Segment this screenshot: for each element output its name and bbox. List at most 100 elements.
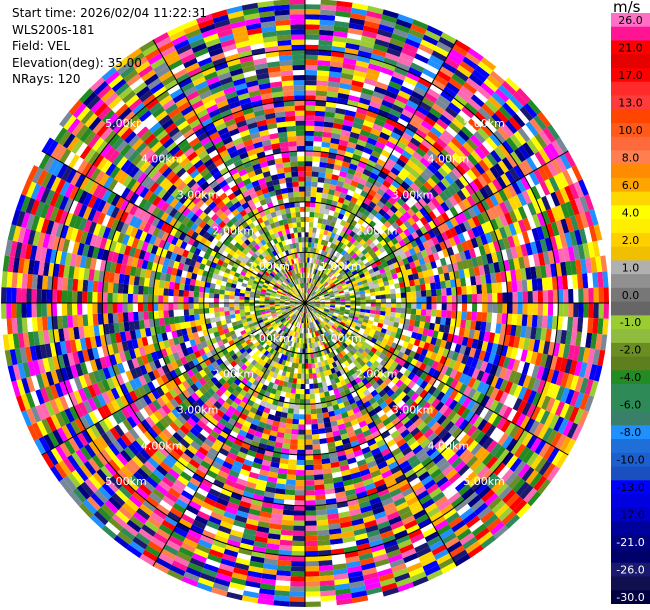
range-gate-cell — [396, 197, 406, 207]
range-gate-cell — [554, 189, 566, 205]
range-gate-cell — [483, 78, 499, 93]
range-gate-cell — [449, 368, 458, 379]
range-gate-cell — [332, 355, 338, 362]
range-gate-cell — [418, 398, 428, 409]
range-gate-cell — [300, 338, 304, 344]
range-gate-cell — [384, 397, 394, 406]
range-gate-cell — [480, 395, 491, 407]
range-gate-cell — [305, 318, 308, 324]
range-gate-cell — [517, 162, 529, 177]
range-gate-cell — [475, 359, 484, 371]
range-gate-cell — [292, 545, 305, 552]
range-gate-cell — [305, 475, 315, 481]
range-gate-cell — [343, 354, 350, 361]
range-gate-cell — [391, 376, 400, 385]
range-gate-cell — [328, 280, 334, 286]
range-gate-cell — [501, 451, 514, 466]
range-gate-cell — [330, 267, 336, 273]
range-gate-cell — [305, 404, 311, 410]
range-gate-cell — [456, 294, 463, 303]
range-gate-cell — [323, 282, 329, 288]
range-gate-cell — [305, 586, 321, 592]
range-gate-cell — [329, 538, 343, 545]
range-gate-cell — [524, 418, 536, 433]
range-gate-cell — [360, 324, 367, 330]
range-gate-cell — [537, 111, 551, 128]
range-gate-cell — [456, 189, 467, 201]
range-gate-cell — [566, 167, 579, 184]
range-gate-cell — [326, 96, 338, 103]
range-gate-cell — [307, 277, 309, 283]
range-gate-cell — [305, 39, 319, 45]
range-gate-cell — [313, 258, 317, 264]
range-gate-cell — [308, 262, 312, 268]
range-gate-cell — [356, 415, 365, 424]
range-gate-cell — [307, 283, 310, 289]
range-gate-cell — [419, 389, 428, 399]
range-gate-cell — [317, 259, 322, 266]
range-gate-cell — [317, 311, 322, 315]
range-gate-cell — [343, 348, 350, 355]
range-gate-cell — [385, 188, 395, 197]
range-gate-cell — [341, 273, 348, 279]
range-gate-cell — [387, 426, 398, 435]
range-gate-cell — [573, 181, 585, 198]
range-gate-cell — [489, 521, 505, 536]
range-gate-cell — [315, 325, 319, 331]
range-gate-cell — [473, 131, 486, 144]
range-gate-cell — [552, 303, 559, 317]
range-gate-cell — [393, 434, 404, 444]
range-gate-cell — [383, 220, 392, 229]
range-gate-cell — [305, 576, 320, 582]
range-gate-cell — [311, 176, 319, 183]
range-gate-cell — [351, 80, 364, 88]
range-gate-cell — [369, 496, 382, 506]
range-gate-cell — [520, 176, 531, 191]
range-gate-cell — [399, 482, 412, 493]
range-gate-cell — [305, 201, 311, 207]
range-gate-cell — [496, 282, 503, 293]
range-gate-cell — [327, 157, 336, 165]
range-gate-cell — [386, 325, 394, 332]
range-gate-cell — [313, 294, 318, 298]
range-gate-cell — [538, 148, 551, 164]
range-gate-cell — [321, 288, 327, 292]
range-gate-cell — [298, 419, 305, 425]
range-gate-cell — [470, 94, 485, 108]
range-gate-cell — [454, 524, 469, 537]
range-gate-cell — [290, 571, 305, 577]
range-gate-cell — [307, 257, 310, 263]
range-gate-cell — [578, 179, 589, 196]
range-gate-cell — [362, 282, 369, 288]
range-gate-cell — [365, 296, 371, 300]
range-gate-cell — [323, 229, 329, 236]
range-gate-cell — [565, 261, 573, 276]
range-gate-cell — [393, 451, 405, 461]
range-gate-cell — [278, 554, 292, 561]
range-gate-cell — [367, 63, 382, 72]
range-gate-cell — [379, 268, 386, 274]
range-gate-cell — [568, 303, 574, 318]
range-gate-cell — [378, 572, 395, 582]
range-gate-cell — [506, 281, 513, 293]
range-gate-cell — [313, 131, 323, 137]
range-gate-cell — [436, 476, 449, 488]
range-gate-cell — [305, 166, 313, 172]
range-gate-cell — [308, 267, 311, 273]
range-gate-cell — [579, 195, 590, 213]
range-gate-cell — [307, 343, 310, 349]
range-gate-cell — [501, 140, 514, 155]
range-gate-cell — [372, 321, 379, 327]
range-gate-cell — [458, 269, 466, 279]
range-gate-cell — [318, 317, 323, 322]
range-gate-cell — [403, 377, 412, 386]
range-gate-cell — [458, 373, 467, 384]
range-gate-cell — [319, 580, 335, 587]
range-gate-cell — [337, 276, 344, 281]
range-gate-cell — [409, 261, 416, 269]
range-gate-cell — [305, 545, 318, 552]
range-gate-cell — [319, 285, 324, 290]
range-gate-cell — [413, 245, 421, 254]
range-gate-cell — [414, 320, 421, 328]
range-gate-cell — [574, 229, 583, 246]
